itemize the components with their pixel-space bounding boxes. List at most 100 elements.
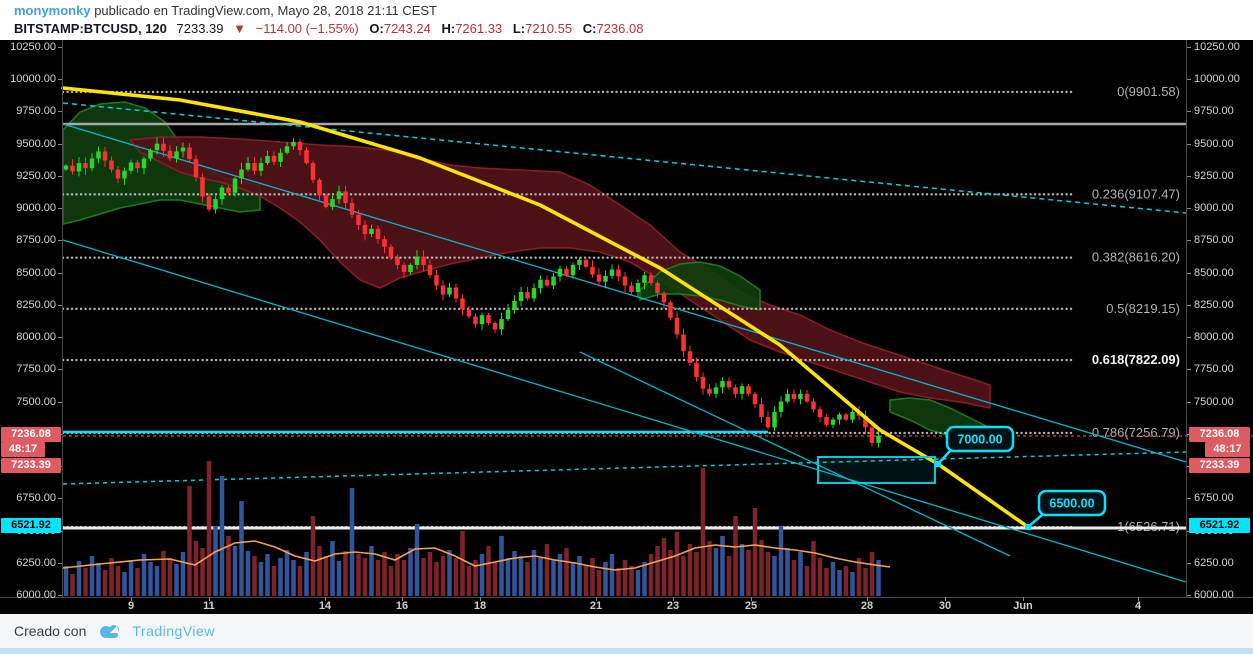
volume-bar bbox=[616, 568, 621, 596]
price-axis-label[interactable]: 10250.00 bbox=[10, 41, 56, 53]
time-axis-label[interactable]: 16 bbox=[395, 600, 409, 612]
price-axis-label[interactable]: 6000.00 bbox=[16, 588, 56, 601]
volume-bar bbox=[674, 532, 680, 596]
price-axis-label[interactable]: 7500.00 bbox=[1194, 395, 1234, 408]
price-axis-label[interactable]: 10250.00 bbox=[1194, 41, 1240, 53]
price-axis-label[interactable]: 6000.00 bbox=[1194, 588, 1234, 601]
price-axis-label[interactable]: 8250.00 bbox=[16, 298, 56, 311]
candle-body bbox=[869, 427, 875, 443]
bottom-accent-strip bbox=[0, 648, 1253, 654]
volume-bar bbox=[700, 468, 706, 596]
time-axis-label[interactable]: 30 bbox=[938, 600, 952, 612]
symbol-status-row: BITSTAMP:BTCUSD, 120 7233.39 ▼ −114.00 (… bbox=[14, 21, 643, 36]
candle-body bbox=[850, 411, 855, 420]
price-axis-label[interactable]: 6750.00 bbox=[16, 492, 56, 505]
price-axis-label[interactable]: 7500.00 bbox=[16, 395, 56, 408]
candle-body bbox=[213, 199, 218, 210]
candle-body bbox=[746, 386, 751, 394]
cyan-rectangle bbox=[817, 456, 936, 484]
volume-bar bbox=[265, 554, 270, 596]
volume-bar bbox=[798, 552, 803, 596]
time-axis-label[interactable]: 14 bbox=[318, 600, 332, 612]
price-axis-label[interactable]: 6750.00 bbox=[1194, 492, 1234, 505]
candle-body bbox=[453, 287, 459, 299]
price-axis-label[interactable]: 9250.00 bbox=[16, 169, 56, 182]
price-axis-label[interactable]: 8750.00 bbox=[16, 234, 56, 247]
candle-body bbox=[837, 414, 842, 420]
price-axis-label[interactable]: 6250.00 bbox=[1194, 556, 1234, 569]
candle-body bbox=[206, 196, 212, 210]
volume-bar bbox=[473, 560, 478, 596]
username-link[interactable]: monymonky bbox=[14, 3, 91, 18]
price-axis-label[interactable]: 9500.00 bbox=[16, 137, 56, 150]
price-axis-tick bbox=[1187, 143, 1191, 145]
time-axis-label[interactable]: 23 bbox=[666, 600, 680, 612]
channel-line-2 bbox=[62, 239, 1187, 583]
price-axis-label[interactable]: 8000.00 bbox=[1194, 331, 1234, 344]
volume-bar bbox=[739, 544, 745, 596]
volume-bar bbox=[180, 552, 186, 596]
volume-bar bbox=[850, 572, 855, 596]
candle-body bbox=[726, 380, 732, 388]
candle-body bbox=[102, 151, 108, 161]
time-axis-label[interactable]: 9 bbox=[127, 600, 135, 612]
price-axis-label[interactable]: 10000.00 bbox=[1194, 73, 1240, 86]
candle-body bbox=[785, 393, 790, 402]
volume-bar bbox=[206, 461, 212, 596]
price-axis-label[interactable]: 8500.00 bbox=[1194, 266, 1234, 279]
volume-bar bbox=[720, 536, 725, 596]
candle-body bbox=[752, 393, 758, 405]
candle-body bbox=[642, 275, 647, 283]
price-axis-label[interactable]: 10000.00 bbox=[10, 73, 56, 86]
volume-bar bbox=[752, 508, 758, 596]
price-axis-label[interactable]: 9500.00 bbox=[1194, 137, 1234, 150]
open-value: 7243.24 bbox=[383, 21, 431, 36]
time-axis-tick bbox=[325, 597, 326, 601]
price-axis-label[interactable]: 9000.00 bbox=[16, 202, 56, 215]
volume-bar bbox=[856, 558, 862, 596]
time-axis-label[interactable]: Jun bbox=[1013, 600, 1033, 612]
candle-body bbox=[414, 256, 420, 265]
chart-pane[interactable]: 0(9901.58) 0.236(9107.47) 0.382(8616.20) 0.… bbox=[0, 40, 1253, 614]
time-axis-label[interactable]: 4 bbox=[1134, 600, 1142, 612]
candle-body bbox=[739, 386, 745, 394]
price-axis-label[interactable]: 9750.00 bbox=[16, 105, 56, 118]
volume-bar bbox=[369, 546, 374, 596]
volume-bar bbox=[310, 516, 316, 596]
countdown-badge: 48:17 bbox=[1205, 442, 1250, 457]
candle-body bbox=[492, 322, 498, 330]
candle-body bbox=[707, 388, 712, 394]
price-axis-label[interactable]: 7750.00 bbox=[1194, 363, 1234, 376]
price-axis-label[interactable]: 8000.00 bbox=[16, 331, 56, 344]
time-axis-label[interactable]: 18 bbox=[473, 600, 487, 612]
price-axis-tick bbox=[1187, 369, 1191, 371]
candle-body bbox=[635, 282, 641, 292]
volume-bar bbox=[635, 570, 641, 596]
price-chart-canvas[interactable]: 0(9901.58) 0.236(9107.47) 0.382(8616.20) 0.… bbox=[0, 40, 1253, 614]
price-axis-label[interactable]: 9000.00 bbox=[1194, 202, 1234, 215]
volume-bar bbox=[271, 566, 277, 596]
price-axis-label[interactable]: 8500.00 bbox=[16, 266, 56, 279]
price-axis-label[interactable]: 7750.00 bbox=[16, 363, 56, 376]
time-axis-label[interactable]: 21 bbox=[589, 600, 603, 612]
price-axis-label[interactable]: 8250.00 bbox=[1194, 298, 1234, 311]
price-axis-label[interactable]: 9750.00 bbox=[1194, 105, 1234, 118]
candle-body bbox=[765, 417, 771, 428]
time-axis-label[interactable]: 25 bbox=[744, 600, 758, 612]
time-axis-label[interactable]: 28 bbox=[860, 600, 874, 612]
candle-body bbox=[109, 160, 114, 170]
alert-price-badge: 6521.92 bbox=[1189, 518, 1250, 533]
candle-body bbox=[791, 393, 797, 400]
price-axis-label[interactable]: 9250.00 bbox=[1194, 169, 1234, 182]
candle-body bbox=[817, 409, 823, 418]
candle-body bbox=[167, 150, 173, 159]
candle-body bbox=[570, 264, 576, 276]
time-axis-label[interactable]: 11 bbox=[203, 600, 215, 612]
candle-body bbox=[551, 276, 556, 286]
price-axis-tick bbox=[1187, 47, 1191, 48]
price-axis-label[interactable]: 6250.00 bbox=[16, 556, 56, 569]
volume-bar bbox=[499, 536, 504, 596]
tradingview-link[interactable]: TradingView bbox=[132, 623, 215, 639]
time-axis-border bbox=[0, 597, 1253, 598]
price-axis-label[interactable]: 8750.00 bbox=[1194, 234, 1234, 247]
